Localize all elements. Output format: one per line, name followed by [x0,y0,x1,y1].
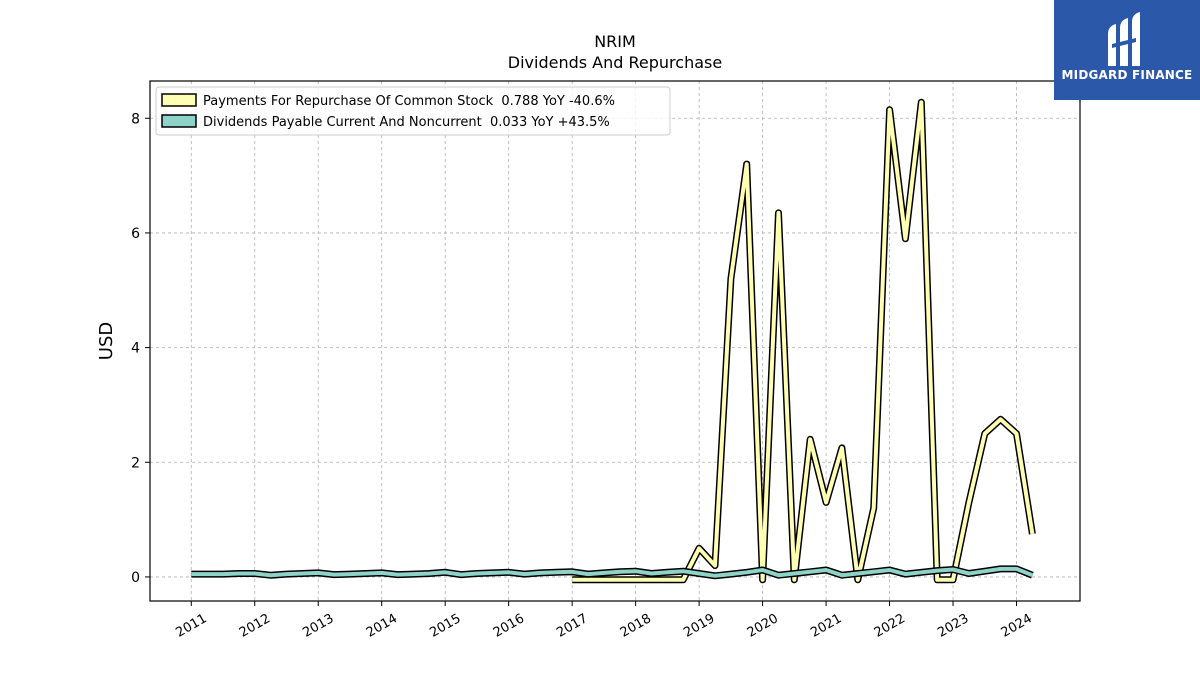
x-tick-label: 2016 [491,611,527,641]
y-axis: 0 2 4 6 8 [131,111,150,586]
x-tick-label: 2021 [808,611,844,641]
x-tick-label: 2017 [554,611,590,641]
chart-subtitle: Dividends And Repurchase [508,53,722,72]
x-tick-label: 2012 [237,611,273,641]
y-tick-label: 4 [131,341,140,357]
x-tick-label: 2019 [681,611,717,641]
legend-swatch-repurchase [161,93,197,107]
midgard-m-logo-icon [1108,12,1140,66]
brand-name: MIDGARD FINANCE [1061,68,1193,82]
x-tick-label: 2023 [935,611,971,641]
x-tick-label: 2018 [618,611,654,641]
y-tick-label: 0 [131,570,140,586]
legend-swatch-dividends [161,114,197,128]
x-tick-label: 2022 [872,611,908,641]
x-tick-label: 2020 [745,611,781,641]
legend: Payments For Repurchase Of Common Stock … [155,86,671,136]
series-line-0 [572,100,1035,582]
x-tick-label: 2011 [173,611,209,641]
series-layer [191,98,1036,584]
brand-logo: MIDGARD FINANCE [1054,0,1200,100]
y-tick-label: 2 [131,455,140,471]
x-tick-label: 2014 [364,611,400,641]
y-tick-label: 6 [131,226,140,242]
y-tick-label: 8 [131,111,140,127]
grid [150,81,1080,601]
x-axis: 2011 2012 2013 2014 2015 2016 2017 2018 2019 2020… [173,601,1035,641]
x-tick-label: 2013 [300,611,336,641]
plot-frame [149,80,1081,602]
chart-title: NRIM [594,32,636,51]
series-line-1 [191,566,1034,578]
legend-label-dividends: Dividends Payable Current And Noncurrent… [203,115,610,130]
x-tick-label: 2015 [427,611,463,641]
legend-label-repurchase: Payments For Repurchase Of Common Stock … [203,94,615,109]
y-axis-label: USD [96,322,117,360]
legend-box [155,86,671,136]
x-tick-label: 2024 [999,611,1035,641]
